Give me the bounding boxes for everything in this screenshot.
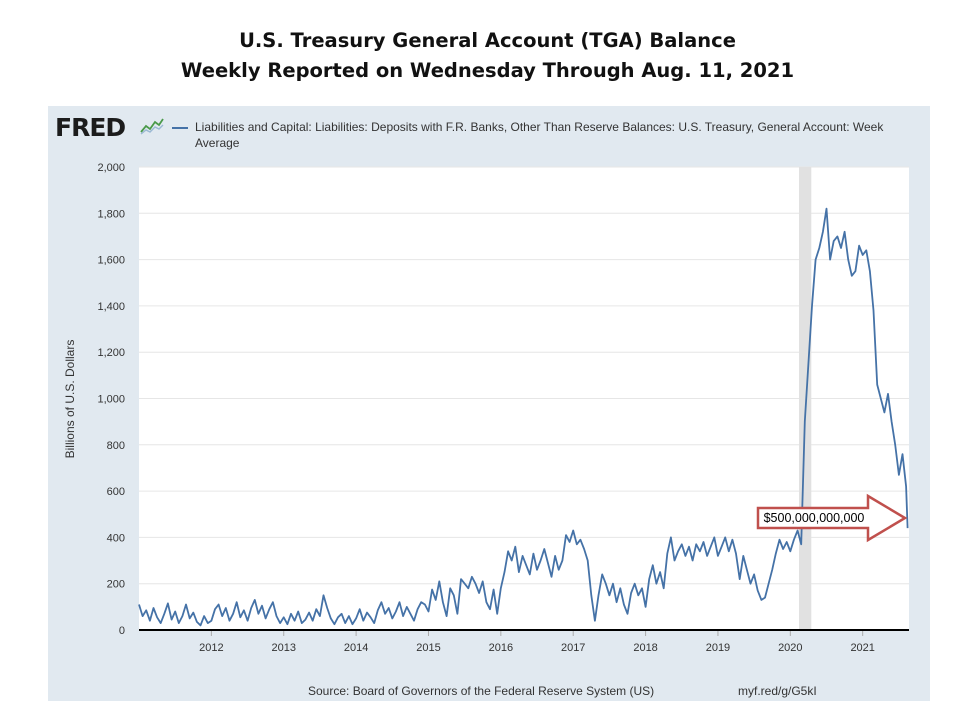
legend-swatch	[172, 127, 188, 129]
recession-band-0	[799, 167, 812, 630]
y-tick-label: 1,800	[97, 208, 125, 220]
line-graph-icon	[140, 118, 164, 135]
x-axis-ticks: 2012 2013 2014 2015 2016 2017 2018 2019 2020 2021	[139, 629, 909, 654]
y-tick-label: 800	[107, 440, 125, 452]
x-tick-label: 2013	[271, 642, 295, 654]
x-tick-label: 2019	[706, 642, 730, 654]
y-tick-label: 200	[107, 579, 125, 591]
x-tick-label: 2012	[199, 642, 223, 654]
y-tick-label: 400	[107, 532, 125, 544]
slide-title-line-2: Weekly Reported on Wednesday Through Aug…	[180, 59, 795, 82]
grid-lines	[139, 166, 909, 630]
y-tick-label: 0	[119, 625, 125, 637]
series-line-0	[138, 207, 909, 627]
x-tick-label: 2016	[489, 642, 513, 654]
x-tick-label: 2015	[416, 642, 440, 654]
chart-legend: Liabilities and Capital: Liabilities: De…	[172, 119, 912, 151]
y-tick-label: 1,600	[97, 255, 125, 267]
fred-logo[interactable]: FRED	[55, 113, 126, 142]
short-link[interactable]: myf.red/g/G5kI	[738, 684, 817, 698]
data-series	[138, 207, 909, 627]
x-tick-label: 2018	[633, 642, 657, 654]
y-axis-ticks: 0 200 400 600 800 1,000 1,200 1,400 1,600 1,800 2,…	[97, 162, 125, 637]
x-tick-label: 2017	[561, 642, 585, 654]
y-tick-label: 2,000	[97, 162, 125, 174]
x-tick-label: 2020	[778, 642, 802, 654]
y-tick-label: 1,400	[97, 301, 125, 313]
y-tick-label: 1,000	[97, 394, 125, 406]
y-axis-label: Billions of U.S. Dollars	[63, 340, 77, 459]
x-tick-label: 2021	[850, 642, 874, 654]
callout-label: $500,000,000,000	[763, 511, 865, 525]
y-tick-label: 1,200	[97, 347, 125, 359]
recession-shading	[799, 167, 812, 630]
source-note: Source: Board of Governors of the Federa…	[308, 684, 655, 698]
legend-label: Liabilities and Capital: Liabilities: De…	[195, 120, 884, 150]
y-tick-label: 600	[107, 486, 125, 498]
x-tick-label: 2014	[344, 642, 368, 654]
slide-title: U.S. Treasury General Account (TGA) Bala…	[0, 26, 975, 86]
slide-title-line-1: U.S. Treasury General Account (TGA) Bala…	[239, 29, 736, 52]
